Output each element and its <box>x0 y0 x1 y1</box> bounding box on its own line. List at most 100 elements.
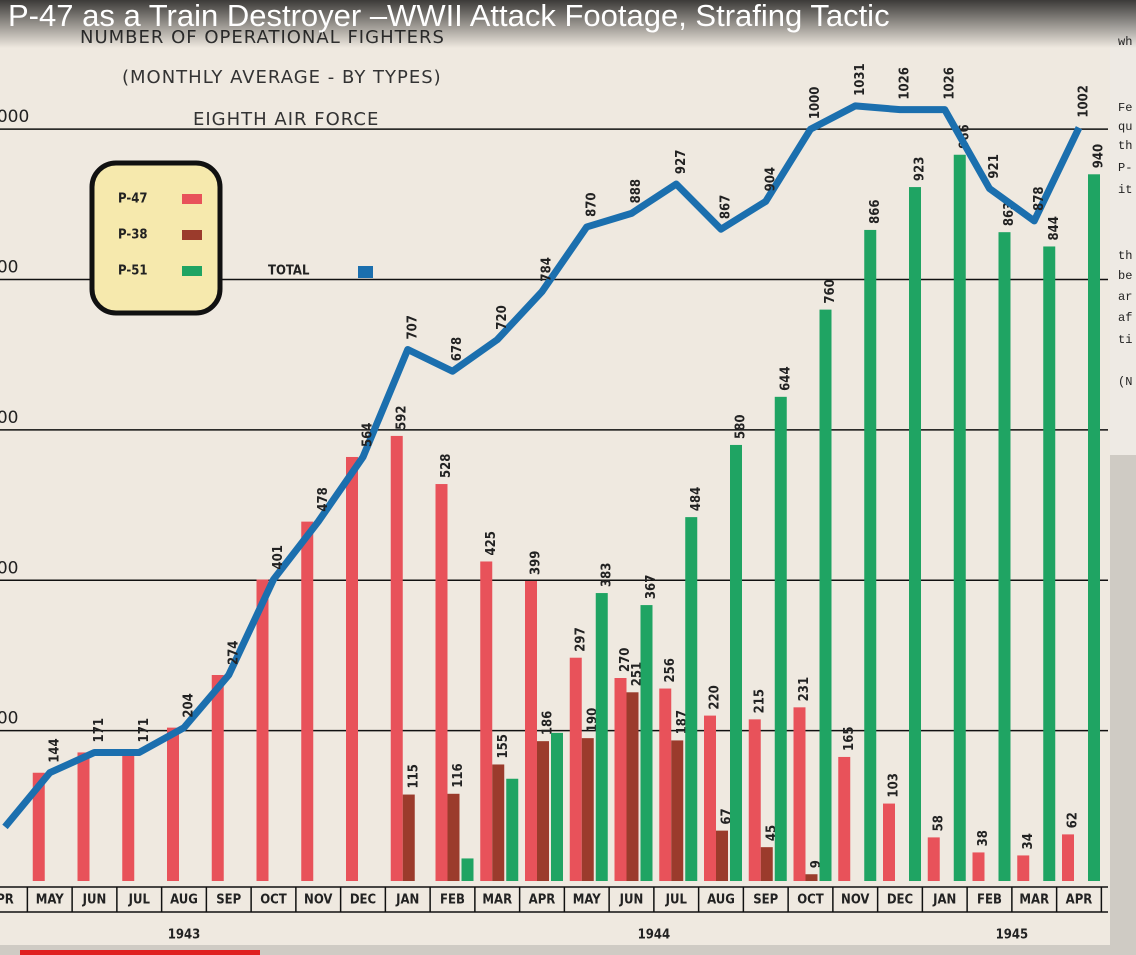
x-tick-label: PR <box>0 893 14 908</box>
bar <box>730 444 742 881</box>
data-label: 866 <box>868 200 883 224</box>
bar <box>1043 246 1056 881</box>
data-label: 720 <box>495 305 510 329</box>
legend-swatch <box>182 194 202 204</box>
progress-bar <box>20 950 260 955</box>
data-label: 904 <box>763 167 778 191</box>
data-label: 144 <box>47 738 62 762</box>
data-label: 186 <box>541 711 556 735</box>
bar <box>819 309 832 882</box>
data-label: 528 <box>439 454 454 478</box>
x-tick-label: FEB <box>977 893 1002 908</box>
chart-subtitle: (MONTHLY AVERAGE - BY TYPES) <box>122 67 442 88</box>
data-label: 367 <box>644 575 659 599</box>
side-text: P- <box>1118 161 1132 175</box>
data-label: 1026 <box>942 67 957 100</box>
bar <box>805 874 818 881</box>
bar <box>704 715 716 881</box>
data-label: 256 <box>663 658 678 682</box>
legend-label: TOTAL <box>268 264 310 279</box>
bar <box>614 678 627 881</box>
bar <box>883 803 895 881</box>
data-label: 62 <box>1066 812 1081 828</box>
data-label: 215 <box>752 689 767 713</box>
data-label: 425 <box>484 531 499 555</box>
side-text: wh <box>1118 35 1132 49</box>
legend-swatch <box>358 266 373 278</box>
data-label: 484 <box>689 487 704 511</box>
legend-swatch <box>182 230 202 240</box>
side-paper <box>1110 0 1136 455</box>
bar <box>626 692 639 881</box>
bar <box>435 484 448 881</box>
data-label: 9 <box>809 860 824 868</box>
bar <box>972 852 985 881</box>
bar <box>537 741 549 881</box>
data-label: 115 <box>406 764 421 788</box>
bar <box>447 793 460 881</box>
y-tick-label: 1000 <box>0 107 29 127</box>
x-tick-label: JUN <box>619 893 644 908</box>
data-label: 231 <box>797 677 812 701</box>
bar <box>346 456 358 881</box>
data-label: 155 <box>496 734 511 758</box>
video-title: P-47 as a Train Destroyer –WWII Attack F… <box>8 0 890 33</box>
data-label: 564 <box>361 423 376 447</box>
x-tick-label: MAY <box>36 893 64 908</box>
x-tick-label: NOV <box>304 893 332 908</box>
data-label: 921 <box>987 154 1002 178</box>
bar <box>525 581 537 881</box>
data-label: 870 <box>584 192 599 216</box>
side-text: (N <box>1118 375 1132 389</box>
data-label: 923 <box>913 157 928 181</box>
x-tick-label: JUN <box>82 893 107 908</box>
x-tick-label: AUG <box>707 893 735 908</box>
y-tick-label: 600 <box>0 408 18 428</box>
bar <box>595 593 608 881</box>
data-label: 58 <box>931 815 946 831</box>
data-label: 34 <box>1021 833 1036 849</box>
data-label: 297 <box>573 627 588 651</box>
data-label: 165 <box>842 727 857 751</box>
bar <box>1088 174 1100 882</box>
x-tick-label: AUG <box>170 893 198 908</box>
data-label: 940 <box>1092 144 1107 168</box>
bar <box>390 435 403 881</box>
bar <box>77 752 90 881</box>
data-label: 171 <box>137 718 152 742</box>
data-label: 220 <box>708 685 723 709</box>
bar <box>506 778 519 881</box>
x-tick-label: SEP <box>753 893 778 908</box>
data-label: 399 <box>529 551 544 575</box>
data-label: 1026 <box>898 67 913 100</box>
data-label: 1002 <box>1077 85 1092 118</box>
legend-swatch <box>182 266 202 276</box>
data-label: 1000 <box>808 87 823 120</box>
bar <box>211 675 224 881</box>
x-tick-label: DEC <box>887 893 913 908</box>
side-text: af <box>1118 311 1132 325</box>
legend-label: P-38 <box>118 228 147 243</box>
data-label: 878 <box>1032 186 1047 210</box>
y-tick-label: 200 <box>0 709 18 729</box>
bar <box>402 794 415 881</box>
data-label: 927 <box>674 150 689 174</box>
bar <box>685 517 698 881</box>
bar <box>551 732 563 881</box>
bar <box>32 772 45 881</box>
side-text: ti <box>1118 333 1132 347</box>
data-label: 116 <box>451 763 466 787</box>
data-label: 204 <box>182 693 197 717</box>
x-tick-label: JUL <box>128 893 151 908</box>
x-tick-label: JUL <box>665 893 688 908</box>
year-label: 1944 <box>638 928 671 943</box>
side-text: qu <box>1118 120 1132 134</box>
bar <box>167 727 179 881</box>
bar <box>864 229 877 881</box>
bar <box>953 154 966 881</box>
y-tick-label: 400 <box>0 558 18 578</box>
data-label: 867 <box>719 195 734 219</box>
data-label: 274 <box>226 641 241 665</box>
bar <box>909 187 921 881</box>
data-label: 644 <box>778 366 793 390</box>
